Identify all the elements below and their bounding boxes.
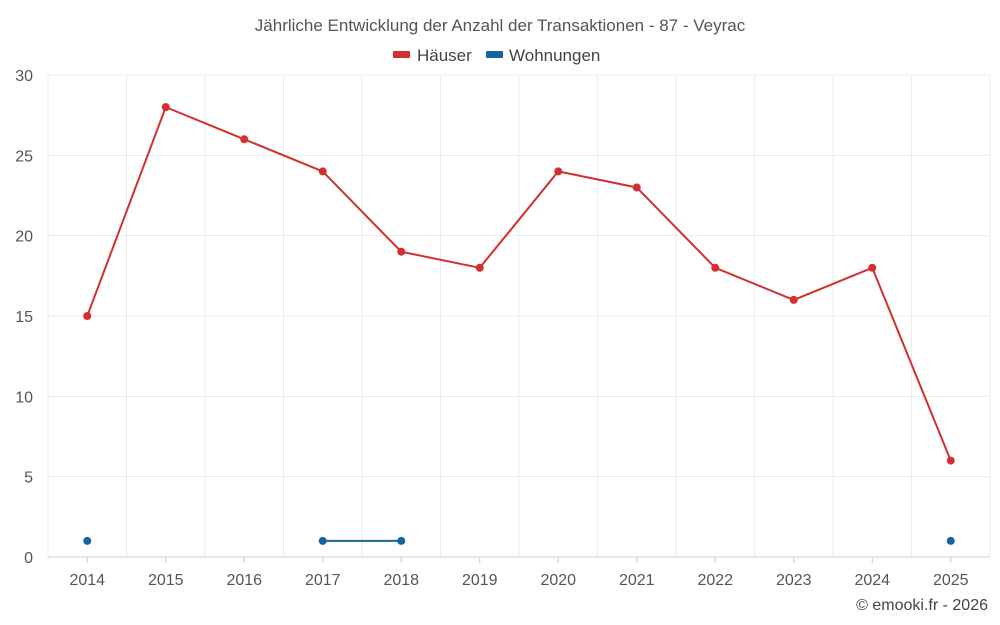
- x-tick-label: 2024: [854, 572, 890, 589]
- x-tick-label: 2025: [933, 572, 969, 589]
- data-point-haeuser[interactable]: [161, 103, 170, 112]
- data-point-wohnungen[interactable]: [83, 536, 92, 545]
- y-tick-label: 10: [15, 389, 33, 406]
- x-tick-label: 2017: [305, 572, 341, 589]
- x-tick-label: 2021: [619, 572, 655, 589]
- data-point-wohnungen[interactable]: [318, 536, 327, 545]
- data-point-haeuser[interactable]: [632, 183, 641, 192]
- data-point-haeuser[interactable]: [83, 312, 92, 320]
- y-tick-label: 30: [15, 68, 33, 85]
- series-wohnungen: [83, 536, 955, 545]
- x-tick-label: 2020: [540, 572, 576, 589]
- legend-label-wohnungen[interactable]: Wohnungen: [509, 46, 600, 65]
- gridlines: [47, 74, 991, 557]
- chart-title: Jährliche Entwicklung der Anzahl der Tra…: [255, 16, 746, 35]
- x-tick-label: 2023: [776, 572, 812, 589]
- x-tick-label: 2022: [697, 572, 733, 589]
- y-tick-label: 25: [15, 148, 33, 165]
- data-point-haeuser[interactable]: [318, 167, 327, 176]
- x-tick-label: 2015: [148, 572, 184, 589]
- data-point-haeuser[interactable]: [554, 167, 563, 176]
- series-haeuser: [83, 103, 955, 465]
- data-point-haeuser[interactable]: [397, 247, 406, 256]
- data-point-haeuser[interactable]: [475, 263, 484, 272]
- data-point-haeuser[interactable]: [868, 263, 877, 272]
- data-point-haeuser[interactable]: [240, 135, 249, 144]
- x-tick-label: 2018: [383, 572, 419, 589]
- x-tick-label: 2016: [226, 572, 262, 589]
- legend-swatch-haeuser: [393, 51, 410, 58]
- copyright-footer: © emooki.fr - 2026: [856, 597, 988, 614]
- legend: Häuser Wohnungen: [393, 46, 600, 65]
- data-point-wohnungen[interactable]: [946, 536, 955, 545]
- data-point-haeuser[interactable]: [789, 295, 798, 304]
- data-point-wohnungen[interactable]: [397, 536, 406, 545]
- series: [83, 103, 955, 545]
- legend-swatch-wohnungen: [486, 51, 503, 58]
- x-tick-label: 2014: [69, 572, 105, 589]
- y-tick-label: 15: [15, 309, 33, 326]
- y-tick-label: 20: [15, 229, 33, 246]
- data-point-haeuser[interactable]: [946, 456, 955, 465]
- y-tick-label: 5: [24, 470, 33, 487]
- data-point-haeuser[interactable]: [711, 263, 720, 272]
- legend-label-haeuser[interactable]: Häuser: [417, 46, 472, 65]
- series-line-haeuser: [86, 106, 952, 461]
- x-tick-label: 2019: [462, 572, 498, 589]
- y-tick-label: 0: [24, 550, 33, 567]
